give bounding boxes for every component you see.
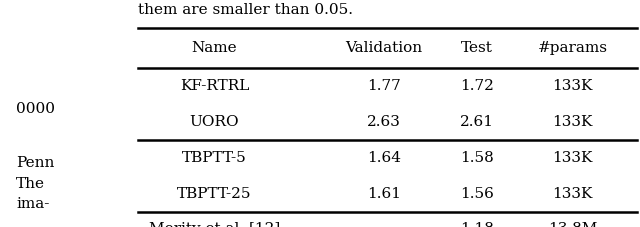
Text: Penn: Penn: [16, 156, 54, 170]
Text: 1.64: 1.64: [367, 151, 401, 165]
Text: 133K: 133K: [552, 151, 593, 165]
Text: The: The: [16, 177, 45, 191]
Text: -: -: [381, 222, 387, 227]
Text: Test: Test: [461, 41, 493, 55]
Text: 1.58: 1.58: [460, 151, 493, 165]
Text: ima-: ima-: [16, 197, 49, 211]
Text: 133K: 133K: [552, 187, 593, 201]
Text: Merity et al. [12]: Merity et al. [12]: [148, 222, 280, 227]
Text: TBPTT-5: TBPTT-5: [182, 151, 247, 165]
Text: 133K: 133K: [552, 115, 593, 129]
Text: UORO: UORO: [189, 115, 239, 129]
Text: 2.61: 2.61: [460, 115, 494, 129]
Text: 1.18: 1.18: [460, 222, 493, 227]
Text: Validation: Validation: [346, 41, 422, 55]
Text: KF-RTRL: KF-RTRL: [180, 79, 249, 93]
Text: 13.8M: 13.8M: [548, 222, 598, 227]
Text: #params: #params: [538, 41, 608, 55]
Text: 1.61: 1.61: [367, 187, 401, 201]
Text: 1.72: 1.72: [460, 79, 493, 93]
Text: them are smaller than 0.05.: them are smaller than 0.05.: [138, 3, 353, 17]
Text: TBPTT-25: TBPTT-25: [177, 187, 252, 201]
Text: 133K: 133K: [552, 79, 593, 93]
Text: Name: Name: [191, 41, 237, 55]
Text: 2.63: 2.63: [367, 115, 401, 129]
Text: 1.56: 1.56: [460, 187, 493, 201]
Text: 0000: 0000: [16, 102, 55, 116]
Text: 1.77: 1.77: [367, 79, 401, 93]
